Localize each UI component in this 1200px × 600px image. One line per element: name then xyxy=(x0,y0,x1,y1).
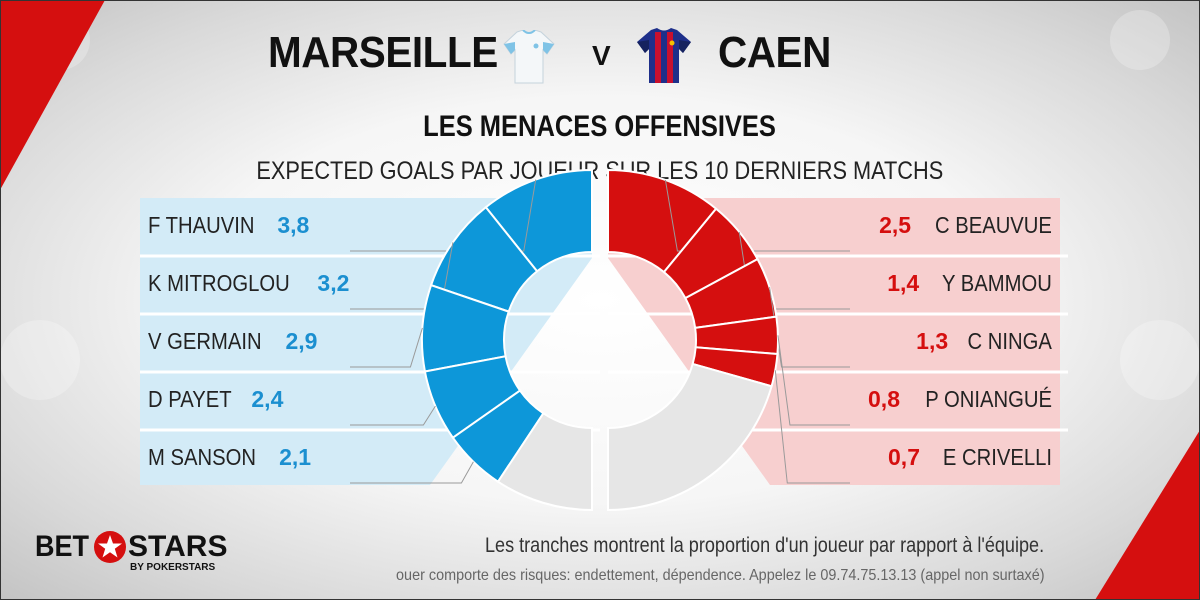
player-name: P ONIANGUÉ xyxy=(925,386,1052,412)
slice-explanation-note: Les tranches montrent la proportion d'un… xyxy=(484,534,1044,557)
home-team-name: MARSEILLE xyxy=(268,28,498,77)
away-player-row: 0,8 P ONIANGUÉ xyxy=(868,379,1052,419)
player-name: D PAYET xyxy=(148,386,232,412)
away-player-row: 1,3 C NINGA xyxy=(916,321,1052,361)
home-slice-remainder xyxy=(496,411,593,512)
away-connector-line xyxy=(769,286,850,368)
caen-jersey-icon xyxy=(637,28,691,83)
versus-label: V xyxy=(592,40,611,71)
chart-subtitle: EXPECTED GOALS PAR JOUEUR SUR LES 10 DER… xyxy=(256,157,944,185)
home-connector-line xyxy=(350,327,423,368)
marseille-jersey-icon xyxy=(503,30,555,84)
player-name: Y BAMMOU xyxy=(942,270,1052,296)
player-name: C BEAUVUE xyxy=(935,212,1052,238)
player-xg-value: 3,8 xyxy=(277,212,310,238)
player-xg-value: 1,3 xyxy=(916,328,949,354)
corner-accent-bottom-right xyxy=(1095,430,1200,600)
player-xg-value: 3,2 xyxy=(317,270,350,296)
home-connector-line xyxy=(350,179,537,252)
player-xg-value: 1,4 xyxy=(887,270,920,296)
logo-stars-text: STARS xyxy=(128,530,228,563)
player-xg-value: 2,5 xyxy=(879,212,912,238)
away-row-separator xyxy=(608,370,1068,374)
home-connector-line xyxy=(350,405,436,426)
away-slice-remainder xyxy=(607,362,773,512)
home-player-row: F THAUVIN 3,8 xyxy=(148,205,309,245)
home-row-separator xyxy=(140,312,600,316)
away-row-separator xyxy=(608,312,1068,316)
home-player-row: V GERMAIN 2,9 xyxy=(148,321,317,361)
away-player-row: 0,7 E CRIVELLI xyxy=(888,437,1052,477)
player-name: F THAUVIN xyxy=(148,212,255,238)
away-player-row: 2,5 C BEAUVUE xyxy=(879,205,1052,245)
player-name: V GERMAIN xyxy=(148,328,262,354)
home-player-row: K MITROGLOU 3,2 xyxy=(148,263,349,303)
player-xg-value: 0,8 xyxy=(868,386,900,412)
player-xg-value: 2,9 xyxy=(285,328,318,354)
player-name: K MITROGLOU xyxy=(148,270,290,296)
player-name: E CRIVELLI xyxy=(942,444,1052,470)
away-connector-line xyxy=(664,179,850,252)
away-row-separator xyxy=(608,254,1068,258)
star-icon xyxy=(94,531,126,563)
away-player-row: 1,4 Y BAMMOU xyxy=(887,263,1052,303)
home-player-row: M SANSON 2,1 xyxy=(148,437,311,477)
gambling-disclaimer: ouer comporte des risques: endettement, … xyxy=(395,567,1044,584)
away-team-name: CAEN xyxy=(718,28,831,77)
home-connector-line xyxy=(350,461,474,484)
home-row-separator xyxy=(140,370,600,374)
player-xg-value: 2,4 xyxy=(251,386,284,412)
away-row-separator xyxy=(608,428,1068,432)
player-xg-value: 0,7 xyxy=(888,444,920,470)
player-name: C NINGA xyxy=(967,328,1052,354)
home-row-separator xyxy=(140,428,600,432)
chart-title: LES MENACES OFFENSIVES xyxy=(423,110,777,143)
corner-accent-top-left xyxy=(0,0,105,190)
away-connector-line xyxy=(777,335,850,426)
player-xg-value: 2,1 xyxy=(279,444,312,470)
logo-subtitle: BY POKERSTARS xyxy=(130,562,216,573)
logo-bet-text: BET xyxy=(35,530,89,563)
home-player-row: D PAYET 2,4 xyxy=(148,379,283,419)
away-connector-line xyxy=(774,370,850,484)
home-row-separator xyxy=(140,254,600,258)
player-name: M SANSON xyxy=(148,444,256,470)
betstars-logo: BET STARS BY POKERSTARS xyxy=(32,530,228,573)
